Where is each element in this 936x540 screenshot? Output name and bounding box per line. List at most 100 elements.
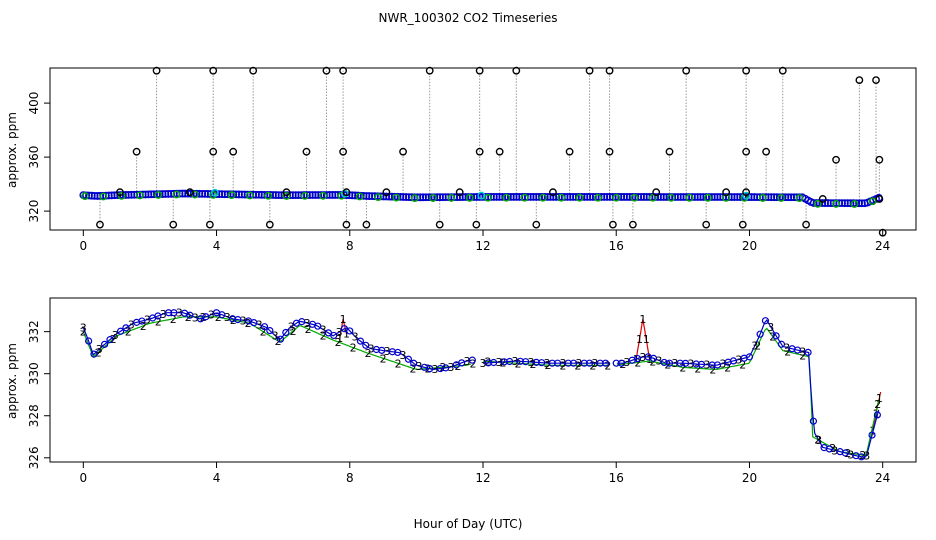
baseline-point-green [282,192,291,200]
series-3-glyph: 3 [416,360,423,373]
baseline-point [498,193,507,201]
series-1-glyph: 1 [876,392,883,405]
series-3-glyph: 3 [448,361,455,374]
baseline-point-green [484,193,492,202]
baseline-point [512,193,521,201]
top-x-tick-label: 8 [346,239,354,253]
outlier-high-point [425,66,434,75]
top-x-tick-label: 0 [79,239,87,253]
series-3-point [234,316,242,324]
baseline-point [696,193,705,201]
series-2-glyph: 2 [499,356,506,369]
series-3-glyph: 3 [208,309,215,322]
top-x-tick-label: 24 [875,239,890,253]
baseline-point [85,191,93,200]
series-3-glyph: 3 [495,356,502,369]
baseline-point [351,191,359,200]
series-3-point [745,353,754,361]
baseline-point-green [850,200,859,208]
series-1-line [339,318,882,431]
outlier-low-point [628,220,637,229]
series-3-point [585,359,594,367]
outlier-mid-point [742,147,751,156]
bottom-x-tick-label: 12 [475,471,490,485]
series-2-glyph: 2 [140,320,147,333]
outlier-near-point [282,188,291,197]
series-3-point [665,359,674,367]
series-2-glyph: 2 [335,336,342,349]
series-3-glyph: 3 [432,363,439,376]
baseline-point [322,191,331,199]
baseline-point [342,191,351,199]
bottom-plot-frame [49,297,917,463]
outlier-near-point [455,188,464,197]
series-3-glyph: 3 [575,357,582,370]
series-3-glyph: 3 [783,341,790,354]
outlier-low-point [96,220,104,229]
baseline-point [572,193,580,201]
series-3-glyph: 3 [352,331,359,344]
outlier-mid-point [605,147,614,156]
outlier-low-point [265,220,274,229]
baseline-point-green [758,194,767,202]
series-3-glyph: 3 [288,321,295,334]
baseline-point-green [99,192,108,201]
baseline-point-green [594,193,602,202]
outlier-low-point [532,220,541,229]
baseline-point [824,199,832,207]
series-3-point [85,337,93,345]
baseline-point-green [374,193,382,202]
series-2-glyph: 2 [754,339,761,352]
baseline-point [359,191,368,200]
series-3-point [356,337,365,345]
baseline-point [144,190,153,199]
outlier-high-point [339,66,348,75]
baseline-point-green [410,194,419,202]
series-3-point [569,359,578,367]
series-3-point [202,313,210,321]
series-3-point [554,359,562,367]
series-3-point [426,365,434,373]
baseline-point-green [264,191,273,200]
series-2-glyph: 2 [170,313,177,326]
baseline-point [461,193,470,201]
series-3-glyph: 3 [623,356,630,369]
series-3-point [596,359,604,367]
baseline-point [773,193,781,202]
baseline-point [104,191,113,200]
series-3-point [564,359,572,367]
outlier-near-point [742,188,751,197]
baseline-point-green [520,193,529,202]
baseline-point [855,199,863,208]
bottom-x-tick-label: 24 [875,471,890,485]
baseline-point-green [502,193,511,202]
baseline-point [682,193,691,201]
baseline-point [535,193,544,201]
bottom-y-tick-label: 330 [27,362,41,385]
series-3-glyph: 3 [144,314,151,327]
series-3-point [772,332,780,340]
outlier-low-point [342,220,351,229]
baseline-point [549,193,558,201]
baseline-point [433,193,442,202]
bottom-y-axis-label: approx. ppm [5,343,19,419]
series-3-glyph: 3 [464,355,471,368]
baseline-point [402,193,410,201]
series-3-point [346,327,354,335]
series-3-point [809,417,818,425]
top-x-tick-label: 12 [475,239,490,253]
baseline-point [821,199,829,207]
baseline-point [727,193,736,201]
baseline-point [654,193,662,201]
series-2-glyph: 2 [410,362,417,375]
series-2-glyph: 2 [215,311,222,324]
baseline-point [846,199,855,208]
baseline-point [167,189,175,198]
series-3-point [394,348,402,357]
baseline-point [271,191,280,199]
series-2-glyph: 2 [799,349,806,362]
series-2-glyph: 2 [679,361,686,374]
series-3-point [506,357,514,366]
outlier-near-point [878,228,887,237]
series-3-point [330,331,338,340]
